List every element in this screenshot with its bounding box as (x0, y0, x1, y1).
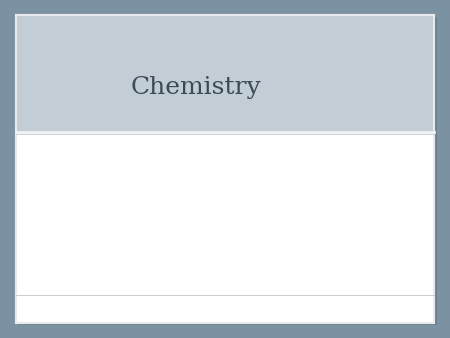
Text: Chemistry: Chemistry (130, 76, 261, 99)
Bar (16, 15, 434, 132)
